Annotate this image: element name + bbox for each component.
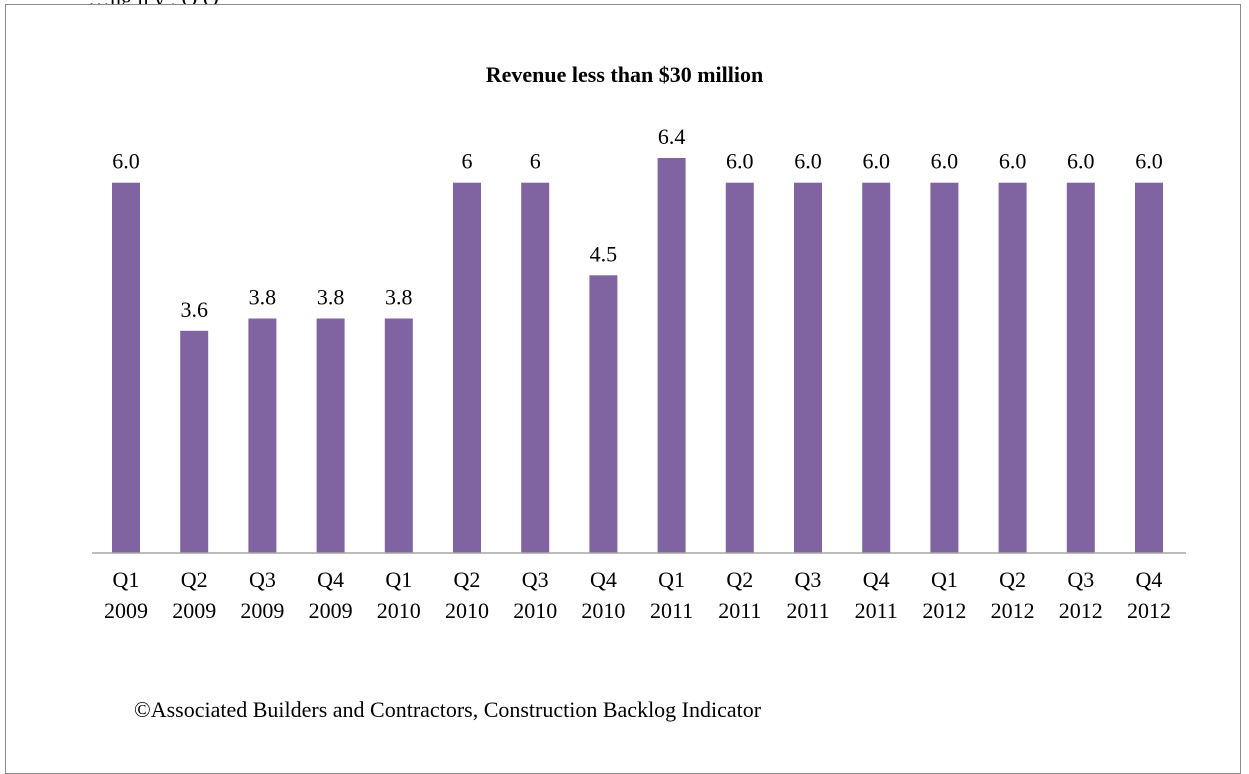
data-label: 6.0 <box>1135 149 1163 174</box>
bar-q1-2012 <box>930 182 959 553</box>
data-label: 6.0 <box>112 149 140 174</box>
chart-frame <box>5 4 1241 774</box>
chart-title: Revenue less than $30 million <box>485 62 764 87</box>
x-tick-label: Q3 2012 <box>1059 567 1103 623</box>
bar-q1-2010 <box>384 318 413 553</box>
x-tick-label: Q4 2012 <box>1127 567 1171 623</box>
data-label: 4.5 <box>590 241 618 266</box>
bar-q3-2009 <box>248 318 277 553</box>
bar-q4-2010 <box>589 275 618 553</box>
data-label: 6.4 <box>658 124 686 149</box>
x-tick-label: Q4 2011 <box>855 567 898 623</box>
x-tick-label: Q3 2009 <box>240 567 284 623</box>
source-note: ©Associated Builders and Contractors, Co… <box>134 697 762 722</box>
data-label: 6.0 <box>931 149 959 174</box>
bar-q3-2012 <box>1066 182 1095 553</box>
bar-q2-2010 <box>453 182 481 553</box>
data-label: 3.8 <box>317 285 345 310</box>
bar-q4-2009 <box>316 318 345 553</box>
x-tick-label: Q3 2010 <box>513 567 557 623</box>
data-label: 6.0 <box>1067 149 1095 174</box>
x-tick-label: Q2 2009 <box>172 567 216 623</box>
x-tick-label: Q1 2011 <box>650 567 693 623</box>
bar-q3-2011 <box>794 182 822 553</box>
x-tick-label: Q3 2011 <box>786 567 829 623</box>
x-tick-label: Q1 2010 <box>377 567 421 623</box>
data-label: 6.0 <box>794 149 822 174</box>
x-tick-label: Q4 2010 <box>581 567 625 623</box>
data-label: 6.0 <box>726 149 754 174</box>
bar-q3-2010 <box>521 182 550 553</box>
data-label: 3.8 <box>249 285 277 310</box>
data-labels-layer: 6.0 3.6 3.8 3.8 3.8 6 6 4.5 6.4 6.0 6.0 6.0 6.0 6.0 6.… <box>112 124 1163 322</box>
bar-q2-2009 <box>180 330 209 553</box>
x-tick-label: Q2 2010 <box>445 567 489 623</box>
bar-q1-2009 <box>112 182 140 553</box>
bar-q1-2011 <box>657 158 686 553</box>
data-label: 3.8 <box>385 285 413 310</box>
x-tick-label: Q1 2009 <box>104 567 148 623</box>
x-tick-label: Q2 2011 <box>718 567 761 623</box>
bar-q4-2012 <box>1135 182 1163 553</box>
x-tick-label: Q2 2012 <box>991 567 1035 623</box>
x-tick-labels-layer: Q1 2009 Q2 2009 Q3 2009 Q4 2009 Q1 2010 Q2 2010 Q3 20… <box>104 567 1171 623</box>
bar-q2-2011 <box>725 182 754 553</box>
x-tick-label: Q1 2012 <box>922 567 966 623</box>
bars-layer <box>112 158 1163 553</box>
data-label: 3.6 <box>180 297 208 322</box>
data-label: 6.0 <box>862 149 890 174</box>
bar-q4-2011 <box>862 182 891 553</box>
bar-q2-2012 <box>998 182 1027 553</box>
data-label: 6 <box>530 149 541 174</box>
data-label: 6.0 <box>999 149 1027 174</box>
x-tick-label: Q4 2009 <box>309 567 353 623</box>
data-label: 6 <box>462 149 473 174</box>
